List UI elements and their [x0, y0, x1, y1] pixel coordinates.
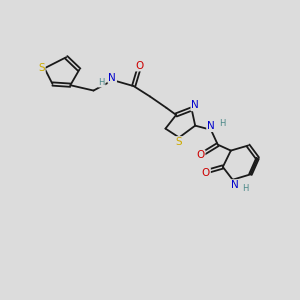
Text: N: N: [231, 180, 239, 190]
Text: H: H: [242, 184, 248, 193]
Text: O: O: [196, 150, 205, 160]
Text: O: O: [202, 168, 210, 178]
Text: N: N: [191, 100, 199, 110]
Text: S: S: [176, 137, 182, 147]
Text: O: O: [135, 61, 143, 70]
Text: S: S: [38, 63, 45, 73]
Text: H: H: [219, 119, 225, 128]
Text: N: N: [108, 73, 116, 83]
Text: N: N: [207, 121, 215, 131]
Text: H: H: [98, 78, 105, 87]
